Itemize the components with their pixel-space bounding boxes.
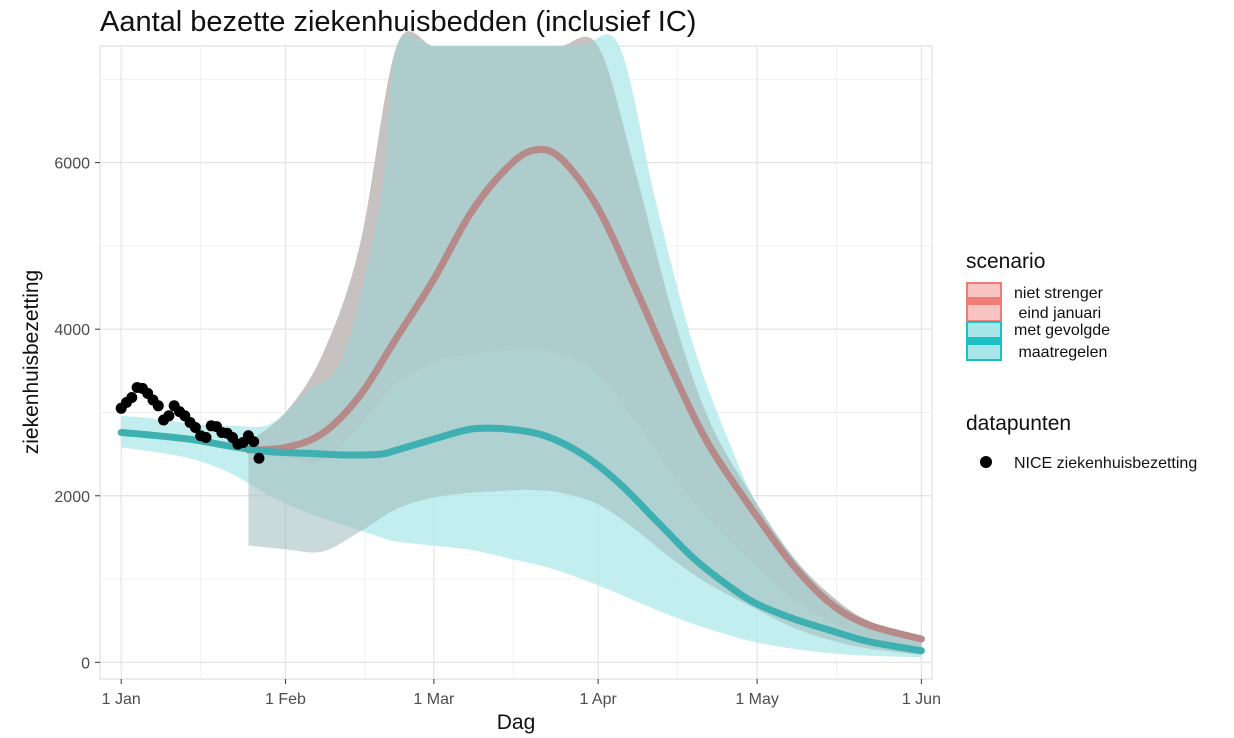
legend-scenario-title: scenario [966,250,1045,273]
scenario-lines [117,145,925,655]
legend-points-title: datapunten [966,412,1071,435]
legend-key-line-niet-strenger [967,297,1001,305]
data-point [248,436,260,448]
legend-label-niet-strenger-1: niet strenger [1014,285,1104,302]
band-overlap [248,31,922,655]
x-tick-label: 1 Mar [413,691,455,708]
y-tick-label: 0 [81,655,90,672]
legend-key-point [980,456,992,468]
x-tick-label: 1 Jun [902,691,941,708]
legend-item-niet-strenger: niet strenger eind januari [966,282,1104,322]
line-met-gevolgde [117,424,925,655]
data-points [115,381,265,464]
y-axis-title: ziekenhuisbezetting [20,270,43,454]
legend-label-met-gevolgde-2: maatregelen [1014,344,1107,361]
legend-label-points: NICE ziekenhuisbezetting [1014,455,1197,472]
confidence-bands [121,31,922,658]
x-tick-label: 1 Jan [102,691,141,708]
legend-label-niet-strenger-2: eind januari [1014,305,1101,322]
chart-title: Aantal bezette ziekenhuisbedden (inclusi… [100,6,697,38]
y-tick-label: 6000 [54,156,90,173]
data-point [253,452,265,464]
legend: scenario niet strenger eind januari met … [966,250,1197,472]
data-point [163,410,175,422]
x-axis-title: Dag [497,711,536,734]
x-axis-ticks: 1 Jan 1 Feb 1 Mar 1 Apr 1 May 1 Jun [102,679,941,708]
data-point [152,400,164,412]
data-point [189,421,201,433]
data-point [126,391,138,403]
legend-item-met-gevolgde: met gevolgde maatregelen [966,321,1110,361]
x-tick-label: 1 Feb [265,691,306,708]
y-axis-ticks: 0 2000 4000 6000 [54,156,100,672]
y-tick-label: 4000 [54,322,90,339]
legend-label-met-gevolgde-1: met gevolgde [1014,322,1110,339]
legend-key-line-met-gevolgde [967,337,1001,345]
line-niet-strenger [244,145,925,643]
x-tick-label: 1 Apr [579,691,617,708]
y-tick-label: 2000 [54,489,90,506]
data-point [200,431,212,443]
x-tick-label: 1 May [735,691,779,708]
